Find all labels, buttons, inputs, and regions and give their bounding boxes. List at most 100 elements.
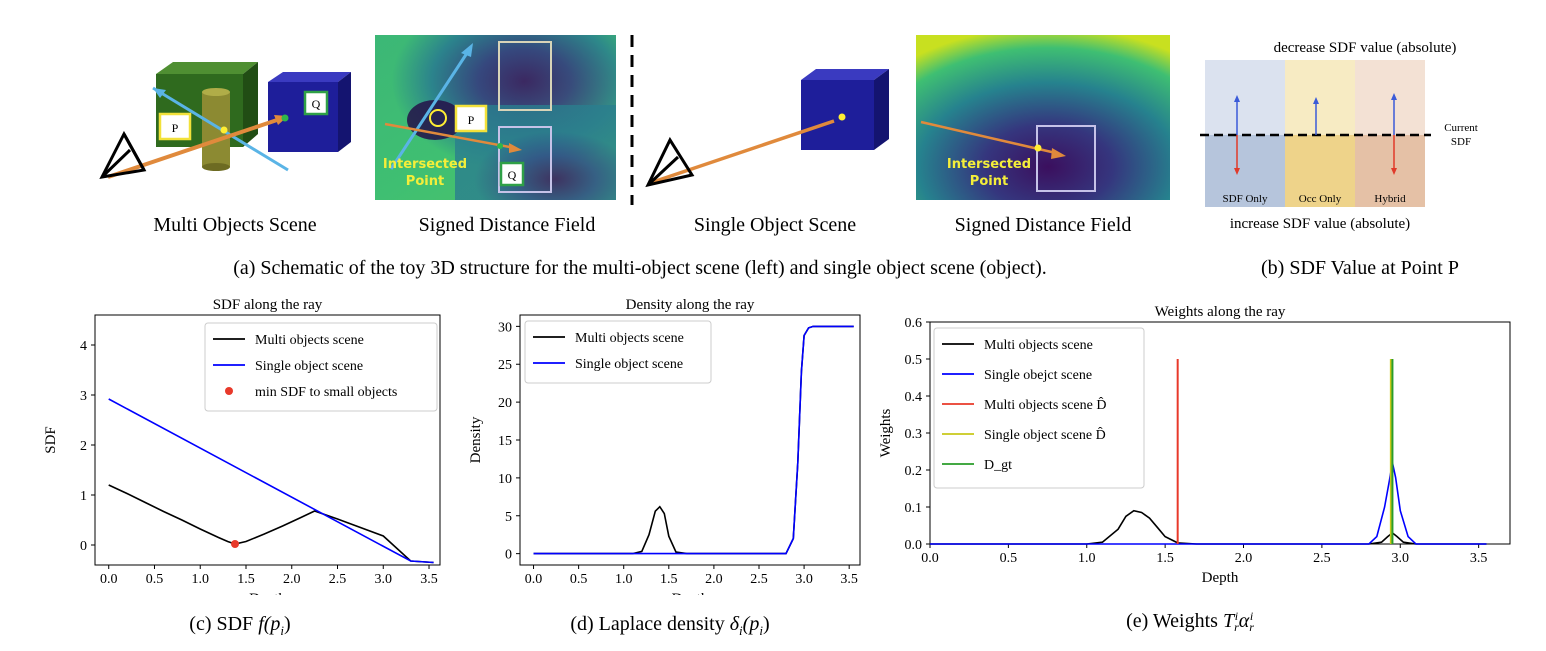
sdf-chart-legend-label: Multi objects scene xyxy=(255,333,364,348)
density-chart-xtick-label: 2.5 xyxy=(750,572,768,587)
weights-chart-legend-label: Single obejct scene xyxy=(984,368,1092,383)
caption-d-sub2: i xyxy=(759,623,763,638)
weights-chart-xtick-label: 3.5 xyxy=(1470,551,1488,566)
single-intersected-label-line2: Point xyxy=(970,174,1008,189)
density-chart-title: Density along the ray xyxy=(626,297,755,313)
sdf-chart-xtick-label: 1.0 xyxy=(191,572,209,587)
caption-d-math: δ xyxy=(729,613,740,635)
single-orange-ray xyxy=(649,119,835,185)
weights-chart-xtick-label: 0.5 xyxy=(1000,551,1018,566)
col-sdf-only-label: SDF Only xyxy=(1223,193,1268,205)
hybrid-down-arrowhead xyxy=(1391,168,1397,175)
multi-object-scene-illustration: P Q xyxy=(98,52,360,187)
caption-d-prefix: (d) Laplace density xyxy=(570,613,730,635)
density-chart-xtick-label: 3.5 xyxy=(840,572,858,587)
caption-e-alpha: α xyxy=(1238,610,1250,632)
caption-e-sup2: i xyxy=(1249,609,1254,624)
blue-cube-side xyxy=(338,72,351,152)
single-object-scene-svg xyxy=(645,69,889,188)
sdf-point-q-box xyxy=(499,161,525,187)
sdf-chart-legend-label: min SDF to small objects xyxy=(255,385,397,400)
dashed-separator xyxy=(630,35,634,205)
hybrid-top-region xyxy=(1355,60,1425,135)
sdf-chart-ytick-label: 2 xyxy=(80,439,87,454)
occ-only-top-region xyxy=(1285,60,1355,135)
single-sdf-orange-ray-arrow xyxy=(1051,148,1066,159)
weights-chart-legend-label: Single object scene D̂ xyxy=(984,426,1106,443)
caption-c-math: f(p xyxy=(258,613,281,635)
multi-object-scene-svg: P Q xyxy=(99,62,351,179)
sdf-chart-ytick-label: 0 xyxy=(80,539,87,554)
density-chart-xtick-label: 1.5 xyxy=(660,572,678,587)
point-p-box xyxy=(158,112,192,141)
weights-chart-ytick-label: 0.1 xyxy=(905,501,923,516)
point-p-label: P xyxy=(172,121,179,135)
weights-chart-xtick-label: 3.0 xyxy=(1392,551,1410,566)
density-chart-legend-box xyxy=(524,320,712,384)
weights-chart-series-0-line xyxy=(930,509,1487,545)
sdf-only-down-arrowhead xyxy=(1234,168,1240,175)
density-chart-xlabel: Depth xyxy=(672,591,709,595)
panel-b-svg: decrease SDF value (absolute) SDF Only O… xyxy=(1200,40,1478,232)
label-multi-objects-scene: Multi Objects Scene xyxy=(153,214,317,236)
sdf-chart-xlabel: Depth xyxy=(249,591,286,595)
caption-a: (a) Schematic of the toy 3D structure fo… xyxy=(233,257,1047,279)
caption-c-prefix: (c) SDF xyxy=(189,613,259,635)
label-sdf-1: Signed Distance Field xyxy=(418,214,596,236)
density-chart-series-1-line xyxy=(533,325,854,555)
density-chart-xtick-label: 0.5 xyxy=(570,572,588,587)
caption-e-sub2: r xyxy=(1249,620,1254,635)
chart-sdf-along-ray: SDF along the ray Depth SDF 0.0 0.5 1.0 1.5 2.0… xyxy=(43,297,441,595)
single-camera-frustum-edge xyxy=(646,155,680,187)
blue-cube-top xyxy=(268,72,351,82)
sdf-chart-legend-label: Single object scene xyxy=(255,359,363,374)
single-blue-cube-top xyxy=(801,69,889,80)
caption-d-sub: i xyxy=(739,623,743,638)
cylinder-top xyxy=(202,88,230,96)
density-chart-ytick-label: 30 xyxy=(498,320,512,335)
sdf-box-top xyxy=(498,41,552,111)
current-sdf-label-2: SDF xyxy=(1451,136,1471,148)
caption-b: (b) SDF Value at Point P xyxy=(1261,257,1459,279)
current-sdf-label-1: Current xyxy=(1444,122,1478,134)
single-sdf-box xyxy=(1036,125,1096,192)
camera-frustum-edge-2 xyxy=(122,133,146,171)
weights-chart-ytick-label: 0.0 xyxy=(905,538,923,553)
single-sdf-orange-ray xyxy=(920,120,1057,155)
caption-d: (d) Laplace density δi(pi) xyxy=(520,613,820,639)
light-blue-ray xyxy=(152,86,289,172)
occ-only-bottom-region xyxy=(1285,135,1355,207)
density-chart-xtick-label: 3.0 xyxy=(795,572,813,587)
weights-chart-legend-label: D_gt xyxy=(984,458,1012,473)
weights-chart-ytick-label: 0.5 xyxy=(905,353,923,368)
cylinder-bottom xyxy=(202,163,230,171)
sdf-orange-ray xyxy=(384,122,516,150)
caption-e-sup1: i xyxy=(1234,609,1239,624)
sdf-chart-ytick-label: 4 xyxy=(80,339,87,354)
sdf-field-single: Intersected Point xyxy=(916,35,1170,200)
density-chart-ylabel: Density xyxy=(468,416,484,463)
density-chart-ytick-label: 25 xyxy=(498,358,512,373)
light-blue-ray-arrow xyxy=(153,88,166,98)
single-camera-frustum xyxy=(645,136,695,188)
sdf-field-single-svg: Intersected Point xyxy=(916,35,1170,200)
panel-b-bottom-label: increase SDF value (absolute) xyxy=(1230,216,1410,232)
density-chart-ytick-label: 15 xyxy=(498,434,512,449)
caption-c: (c) SDF f(pi) xyxy=(130,613,350,639)
hybrid-bottom-region xyxy=(1355,135,1425,207)
weights-chart-xtick-label: 1.5 xyxy=(1156,551,1174,566)
sdf-chart-ytick-label: 3 xyxy=(80,389,87,404)
weights-chart-xtick-label: 2.5 xyxy=(1313,551,1331,566)
sdf-chart-xtick-label: 0.5 xyxy=(146,572,164,587)
weights-chart-ytick-label: 0.2 xyxy=(905,464,923,479)
sdf-blue-ray-arrow xyxy=(461,43,473,57)
sdf-chart-xtick-label: 3.5 xyxy=(420,572,438,587)
sdf-chart-series-1-line xyxy=(108,398,434,564)
density-chart-xtick-label: 2.0 xyxy=(705,572,723,587)
weights-chart-xtick-label: 0.0 xyxy=(921,551,939,566)
intersected-label-line1: Intersected xyxy=(383,157,467,172)
sdf-chart-ylabel: SDF xyxy=(43,426,59,454)
weights-chart-ytick-label: 0.3 xyxy=(905,427,923,442)
weights-chart-ylabel: Weights xyxy=(878,408,894,457)
